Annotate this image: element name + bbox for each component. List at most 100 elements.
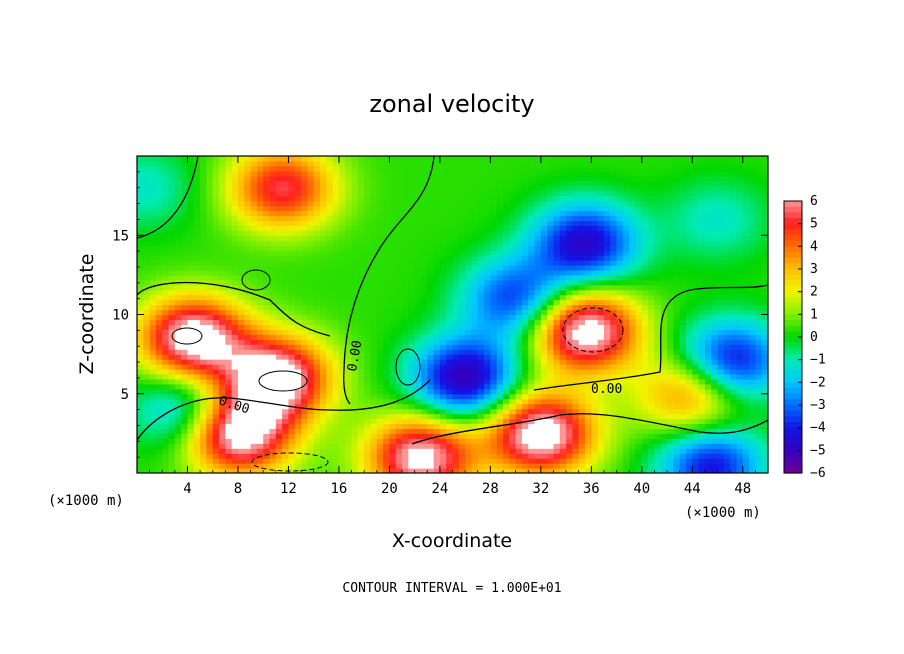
heat-cell [313, 225, 321, 231]
heat-cell [319, 200, 327, 207]
heat-cell [181, 250, 189, 256]
heat-cell [162, 269, 170, 276]
heat-cell [597, 170, 605, 177]
heat-cell [420, 274, 428, 281]
heat-cell [395, 359, 403, 365]
heat-cell [553, 175, 561, 182]
heat-cell [496, 368, 504, 375]
heat-cell [256, 408, 264, 415]
heat-cell [540, 260, 548, 266]
heat-cell [597, 284, 605, 291]
heat-cell [332, 284, 340, 291]
heat-cell [149, 468, 157, 473]
heat-cell [225, 468, 233, 473]
heat-cell [402, 260, 409, 266]
heat-cell [566, 433, 573, 439]
heat-cell [471, 403, 479, 410]
heat-cell [219, 245, 226, 251]
heat-cell [225, 344, 233, 350]
heat-cell [193, 264, 201, 271]
heat-cell [137, 160, 144, 167]
heat-cell [250, 339, 258, 345]
heat-cell [521, 324, 529, 330]
heat-cell [319, 359, 327, 365]
heat-cell [528, 185, 536, 192]
heat-cell [231, 354, 239, 360]
heat-cell [269, 289, 277, 296]
heat-cell [137, 260, 144, 266]
heat-cell [559, 344, 567, 350]
heat-cell [168, 255, 176, 261]
heat-cell [585, 339, 592, 345]
heat-cell [540, 245, 548, 251]
heat-cell [256, 200, 264, 207]
heat-cell [370, 423, 378, 430]
heat-cell [231, 250, 239, 256]
heat-cell [465, 388, 473, 395]
heat-cell [332, 260, 340, 266]
heat-cell [181, 354, 189, 360]
heat-cell [319, 225, 327, 231]
heat-cell [237, 165, 245, 172]
heat-cell [256, 423, 264, 430]
heat-cell [357, 160, 365, 167]
heat-cell [458, 180, 466, 187]
heat-cell [187, 195, 195, 202]
heat-cell [395, 334, 403, 340]
heat-cell [263, 339, 271, 345]
heat-cell [490, 264, 498, 271]
heat-cell [345, 453, 353, 459]
heat-cell [137, 230, 144, 236]
heat-cell [282, 304, 290, 311]
heat-cell [395, 383, 403, 390]
heat-cell [591, 279, 599, 286]
heat-cell [534, 225, 542, 231]
heat-cell [597, 220, 605, 226]
heat-cell [200, 255, 208, 261]
heat-cell [244, 309, 252, 316]
heat-cell [351, 398, 359, 405]
heat-cell [439, 294, 447, 301]
heat-cell [307, 448, 315, 454]
heat-cell [528, 329, 536, 335]
heat-cell [263, 240, 271, 246]
heat-cell [326, 165, 334, 172]
heat-cell [149, 398, 157, 405]
heat-cell [370, 170, 378, 177]
heat-cell [515, 220, 523, 226]
heat-cell [181, 359, 189, 365]
heat-cell [231, 359, 239, 365]
heat-cell [143, 190, 151, 197]
heat-cell [326, 403, 334, 410]
heat-cell [509, 443, 517, 449]
heat-cell [496, 443, 504, 449]
heat-cell [231, 383, 239, 390]
heat-cell [559, 245, 567, 251]
heat-cell [534, 443, 542, 449]
heat-cell [471, 299, 479, 306]
heat-cell [162, 284, 170, 291]
heat-cell [509, 319, 517, 325]
heat-cell [231, 210, 239, 217]
heat-cell [332, 344, 340, 350]
heat-cell [313, 364, 321, 370]
heat-cell [313, 398, 321, 405]
heat-cell [528, 383, 536, 390]
heat-cell [345, 359, 353, 365]
heat-cell [547, 393, 555, 400]
heat-cell [591, 304, 599, 311]
heat-cell [193, 235, 201, 241]
heat-cell [528, 458, 536, 464]
heat-cell [515, 393, 523, 400]
heat-cell [149, 279, 157, 286]
heat-cell [244, 408, 252, 415]
heat-cell [414, 190, 422, 197]
heat-cell [509, 235, 517, 241]
heat-cell [490, 403, 498, 410]
heat-cell [414, 463, 422, 469]
heat-cell [288, 344, 296, 350]
heat-cell [237, 289, 245, 296]
heat-cell [540, 329, 548, 335]
heat-cell [610, 359, 618, 365]
